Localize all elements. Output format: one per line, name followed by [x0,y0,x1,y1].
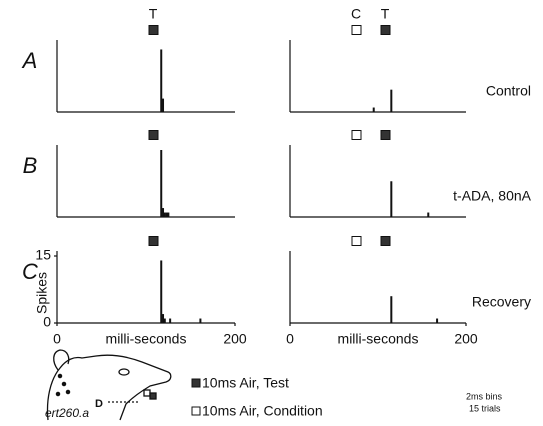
x-axis-label: milli-seconds [106,331,187,347]
histogram-bar [372,107,375,112]
note-bins: 2ms bins [466,391,503,401]
histogram-bar [162,98,165,112]
test-label: T [149,6,158,22]
histogram-bar [162,208,165,217]
y-tick-label: 15 [35,247,51,263]
test-marker [380,236,391,246]
x-tick-label: 0 [53,331,61,347]
x-tick-label: 0 [286,331,294,347]
histogram-bar [163,212,166,217]
legend-condition: 10ms Air, Condition [202,403,323,419]
histogram-bar [199,318,202,323]
condition-label: C [351,6,361,22]
row-label: B [23,153,38,178]
y-axis-label: Spikes [34,272,50,314]
histogram-bar [163,318,166,323]
test-marker [380,25,391,35]
test-marker [148,130,159,140]
condition-label: t-ADA, 80nA [453,188,531,204]
histogram-bar [162,314,165,323]
histogram-bar [167,212,170,217]
mouse-sketch [46,349,172,421]
note-trials: 15 trials [469,403,501,413]
legend-test-marker [191,378,201,388]
diagram-label: D [95,398,103,410]
histogram-bar [390,296,393,323]
histogram-bar [160,260,163,323]
x-tick-label: 200 [223,331,247,347]
histogram-bar [160,150,163,217]
condition-marker [351,130,362,140]
test-label: T [381,6,390,22]
test-marker [380,130,391,140]
diagram-id: ert260.a [45,406,89,420]
legend-condition-marker [191,406,201,416]
condition-label: Control [486,83,531,99]
histogram-bar [390,181,393,217]
condition-label: Recovery [472,294,531,310]
x-axis-label: milli-seconds [338,331,419,347]
x-tick-label: 200 [454,331,478,347]
y-tick-label: 0 [43,314,51,330]
histogram-bar [427,212,430,217]
legend-test: 10ms Air, Test [202,375,289,391]
row-label: A [21,48,38,73]
row-label: C [22,259,38,284]
test-marker [148,236,159,246]
histogram-bar [169,318,172,323]
condition-marker [351,236,362,246]
condition-marker [351,25,362,35]
test-marker [148,25,159,35]
histogram-bar [160,49,163,112]
histogram-bar [390,89,393,112]
histogram-bar [165,212,168,217]
histogram-bar [436,318,439,323]
